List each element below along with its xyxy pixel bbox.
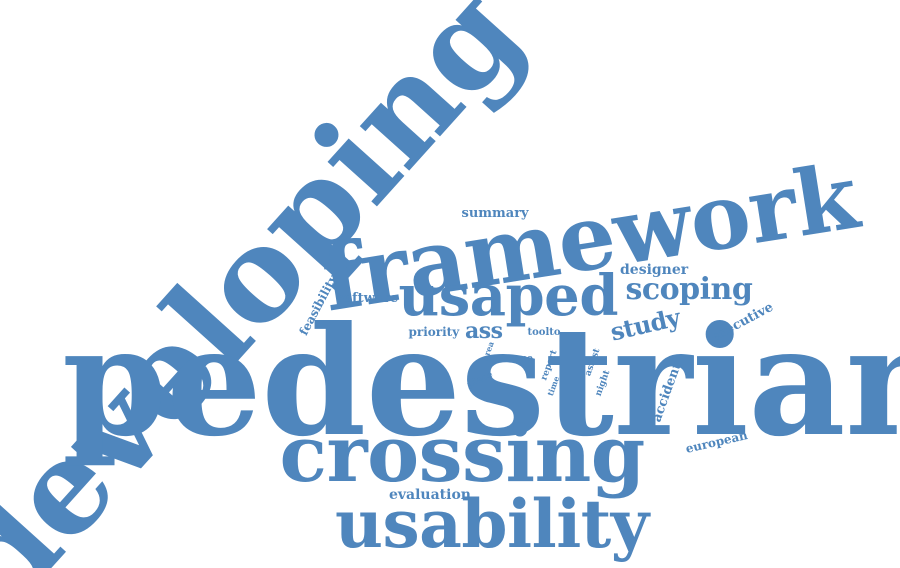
word-summary: summary <box>461 205 529 221</box>
word-evaluation: evaluation <box>389 487 471 503</box>
word-ass: ass <box>465 318 503 344</box>
word-designer: designer <box>620 262 689 278</box>
word-crossing: crossing <box>279 409 646 500</box>
word-software: software <box>336 290 399 306</box>
word-zone: zone <box>509 353 533 364</box>
word-usability: usability <box>335 485 649 563</box>
word-usaped: usaped <box>398 263 619 329</box>
word-priority: priority <box>408 325 460 339</box>
word-scoping: scoping <box>625 272 753 307</box>
word-pedestrian: pedestrian <box>62 294 900 470</box>
word-toolto: toolto <box>527 327 561 338</box>
